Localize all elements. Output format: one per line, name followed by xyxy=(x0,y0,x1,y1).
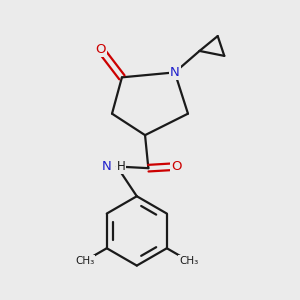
Text: O: O xyxy=(171,160,182,173)
Text: N: N xyxy=(170,66,180,79)
Text: CH₃: CH₃ xyxy=(75,256,94,266)
Text: CH₃: CH₃ xyxy=(179,256,198,266)
Text: H: H xyxy=(117,160,125,173)
Text: O: O xyxy=(95,43,106,56)
Text: N: N xyxy=(101,160,111,173)
